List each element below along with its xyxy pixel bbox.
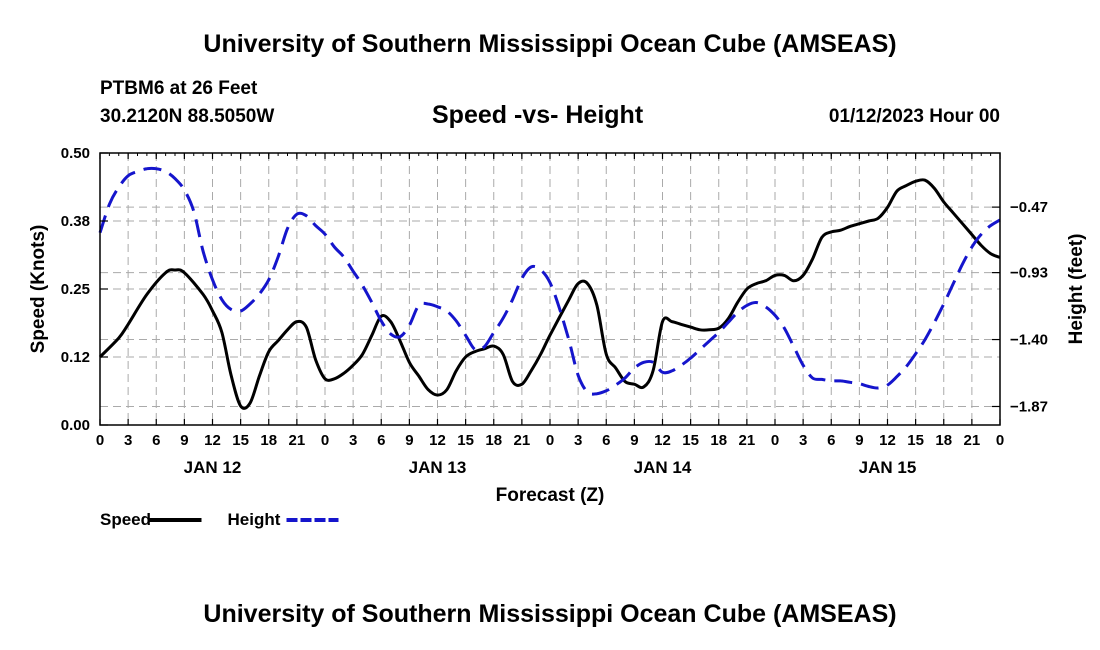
location-label: 30.2120N 88.5050W — [100, 106, 275, 127]
x-tick-label: 3 — [124, 432, 132, 449]
x-tick-label: 3 — [799, 432, 807, 449]
y-tick-label-left: 0.50 — [61, 145, 90, 162]
x-tick-label: 18 — [485, 432, 502, 449]
x-tick-label: 15 — [682, 432, 699, 449]
x-tick-label: 21 — [289, 432, 306, 449]
x-tick-label: 3 — [574, 432, 582, 449]
chart-title-bottom: University of Southern Mississippi Ocean… — [203, 600, 897, 628]
x-tick-label: 9 — [180, 432, 188, 449]
x-day-label: JAN 14 — [634, 458, 692, 477]
x-tick-label: 6 — [377, 432, 385, 449]
x-tick-label: 12 — [429, 432, 446, 449]
y-axis-title-right: Height (feet) — [1066, 234, 1087, 345]
datetime-label: 01/12/2023 Hour 00 — [828, 106, 1000, 127]
x-tick-label: 0 — [321, 432, 329, 449]
y-tick-label-left: 0.38 — [61, 213, 90, 230]
x-tick-label: 18 — [710, 432, 727, 449]
x-day-label: JAN 12 — [184, 458, 242, 477]
x-tick-label: 9 — [855, 432, 863, 449]
y-tick-label-right: −0.93 — [1010, 265, 1048, 282]
y-tick-label-right: −1.87 — [1010, 398, 1048, 415]
chart-title-top: University of Southern Mississippi Ocean… — [203, 30, 897, 58]
x-tick-label: 6 — [827, 432, 835, 449]
x-tick-label: 9 — [405, 432, 413, 449]
x-tick-label: 21 — [739, 432, 756, 449]
x-tick-label: 12 — [879, 432, 896, 449]
speed-height-chart: 0 3 6 9 12 15 18 21 0 3 6 9 12 15 18 21 0 3 6 9 12 15 18 21 0 3 6 9… — [28, 145, 1087, 529]
x-axis-title: Forecast (Z) — [496, 485, 605, 506]
x-tick-label: 0 — [546, 432, 554, 449]
x-tick-label: 15 — [457, 432, 474, 449]
grid-layer — [100, 153, 1000, 425]
x-tick-label: 0 — [996, 432, 1004, 449]
series-line-speed — [98, 178, 1001, 410]
series-line-height — [98, 166, 1001, 396]
x-tick-label: 21 — [514, 432, 531, 449]
x-tick-label: 12 — [654, 432, 671, 449]
station-label: PTBM6 at 26 Feet — [100, 78, 258, 99]
x-tick-label: 12 — [204, 432, 221, 449]
x-tick-label: 6 — [152, 432, 160, 449]
y-tick-label-left: 0.00 — [61, 417, 90, 434]
axis-layer: 0 3 6 9 12 15 18 21 0 3 6 9 12 15 18 21 0 3 6 9 12 15 18 21 0 3 6 9… — [28, 145, 1087, 506]
x-tick-label: 21 — [964, 432, 981, 449]
legend-layer: Speed Height — [100, 510, 339, 529]
x-day-label: JAN 13 — [409, 458, 467, 477]
y-tick-label-left: 0.12 — [61, 349, 90, 366]
x-tick-label: 15 — [232, 432, 249, 449]
y-tick-label-right: −0.47 — [1010, 199, 1048, 216]
chart-subtitle: Speed -vs- Height — [432, 101, 644, 129]
x-day-label: JAN 15 — [859, 458, 917, 477]
x-tick-label: 0 — [96, 432, 104, 449]
legend-label-height: Height — [228, 510, 281, 529]
x-tick-label: 3 — [349, 432, 357, 449]
series-layer — [98, 166, 1001, 410]
y-tick-label-right: −1.40 — [1010, 332, 1048, 349]
x-tick-label: 18 — [260, 432, 277, 449]
x-tick-label: 18 — [935, 432, 952, 449]
x-tick-label: 0 — [771, 432, 779, 449]
y-axis-title-left: Speed (Knots) — [28, 225, 49, 354]
x-tick-label: 9 — [630, 432, 638, 449]
x-tick-label: 15 — [907, 432, 924, 449]
y-tick-label-left: 0.25 — [61, 281, 90, 298]
x-tick-label: 6 — [602, 432, 610, 449]
legend-label-speed: Speed — [100, 510, 151, 529]
